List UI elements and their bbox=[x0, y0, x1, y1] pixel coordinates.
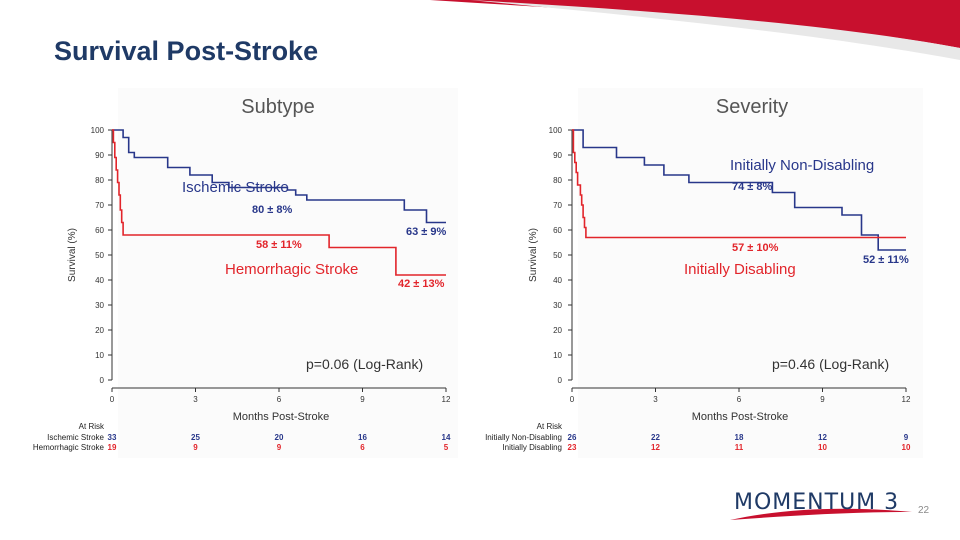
x-tick-label: 0 bbox=[570, 395, 575, 404]
at-risk-value: 12 bbox=[651, 443, 660, 452]
at-risk-value: 6 bbox=[360, 443, 365, 452]
subtype-at-risk-table: At Risk Ischemic Stroke 33 25 20 16 14 Hemorrha… bbox=[33, 422, 451, 452]
at-risk-value: 10 bbox=[902, 443, 911, 452]
ischemic-stroke-value: 80 ± 8% bbox=[252, 204, 293, 216]
x-tick-label: 6 bbox=[737, 395, 742, 404]
at-risk-row-label: Hemorrhagic Stroke bbox=[33, 443, 105, 452]
y-tick-label: 20 bbox=[553, 326, 562, 335]
non-disabling-value: 74 ± 8% bbox=[732, 181, 773, 193]
at-risk-value: 19 bbox=[108, 443, 117, 452]
subtype-title: Subtype bbox=[241, 96, 314, 118]
x-tick-label: 9 bbox=[820, 395, 825, 404]
at-risk-value: 14 bbox=[442, 433, 451, 442]
y-tick-label: 60 bbox=[95, 226, 104, 235]
y-tick-label: 50 bbox=[95, 251, 104, 260]
severity-ylabel: Survival (%) bbox=[528, 228, 539, 282]
non-disabling-end-value: 52 ± 11% bbox=[863, 254, 909, 266]
y-tick-label: 30 bbox=[553, 301, 562, 310]
survival-line-ischemic-stroke bbox=[112, 129, 446, 224]
x-tick-label: 3 bbox=[653, 395, 658, 404]
disabling-label: Initially Disabling bbox=[684, 261, 796, 278]
at-risk-value: 12 bbox=[818, 433, 827, 442]
hemorrhagic-stroke-value: 58 ± 11% bbox=[256, 239, 302, 251]
header-swoosh bbox=[430, 0, 960, 60]
at-risk-row-label: Initially Disabling bbox=[502, 443, 562, 452]
severity-title: Severity bbox=[716, 96, 788, 118]
severity-lines bbox=[572, 129, 906, 251]
at-risk-value: 20 bbox=[275, 433, 284, 442]
x-tick-label: 6 bbox=[277, 395, 282, 404]
severity-pvalue: p=0.46 (Log-Rank) bbox=[772, 356, 889, 372]
y-tick-label: 0 bbox=[558, 376, 563, 385]
y-tick-label: 100 bbox=[549, 126, 563, 135]
at-risk-value: 26 bbox=[568, 433, 577, 442]
y-tick-label: 10 bbox=[553, 351, 562, 360]
x-tick-label: 12 bbox=[902, 395, 911, 404]
severity-chart: Severity 0 10 20 30 40 50 60 70 80 90 100 0 3 6 9 12 In… bbox=[485, 88, 923, 458]
y-tick-label: 0 bbox=[100, 376, 105, 385]
at-risk-value: 10 bbox=[818, 443, 827, 452]
hemorrhagic-stroke-end-value: 42 ± 13% bbox=[398, 278, 445, 290]
at-risk-row-label: Ischemic Stroke bbox=[47, 433, 104, 442]
x-tick-label: 3 bbox=[193, 395, 198, 404]
survival-line-initially-disabling bbox=[572, 129, 906, 239]
y-tick-label: 80 bbox=[95, 176, 104, 185]
y-tick-label: 30 bbox=[95, 301, 104, 310]
subtype-chart: Subtype 0 10 20 30 40 50 60 70 80 90 100 0 3 6 9 12 Isc… bbox=[33, 88, 458, 458]
at-risk-value: 18 bbox=[735, 433, 744, 442]
at-risk-heading: At Risk bbox=[79, 422, 105, 431]
non-disabling-label: Initially Non-Disabling bbox=[730, 157, 874, 174]
y-tick-label: 90 bbox=[95, 151, 104, 160]
at-risk-value: 23 bbox=[568, 443, 577, 452]
subtype-lines bbox=[112, 129, 446, 276]
hemorrhagic-stroke-label: Hemorrhagic Stroke bbox=[225, 261, 358, 278]
y-tick-label: 60 bbox=[553, 226, 562, 235]
page-number: 22 bbox=[918, 505, 930, 516]
x-tick-label: 9 bbox=[360, 395, 365, 404]
y-tick-label: 50 bbox=[553, 251, 562, 260]
y-tick-label: 70 bbox=[553, 201, 562, 210]
subtype-axes: 0 10 20 30 40 50 60 70 80 90 100 0 3 6 9 12 bbox=[91, 126, 451, 404]
y-tick-label: 40 bbox=[95, 276, 104, 285]
subtype-panel-bg bbox=[118, 88, 458, 458]
y-tick-label: 100 bbox=[91, 126, 105, 135]
at-risk-value: 9 bbox=[904, 433, 909, 442]
momentum-logo: MOMENTUM 3 bbox=[726, 490, 916, 535]
at-risk-heading: At Risk bbox=[537, 422, 563, 431]
y-tick-label: 90 bbox=[553, 151, 562, 160]
severity-axes: 0 10 20 30 40 50 60 70 80 90 100 0 3 6 9 12 bbox=[549, 126, 911, 404]
logo-swoosh-icon bbox=[730, 508, 912, 520]
severity-panel-bg bbox=[578, 88, 923, 458]
disabling-value: 57 ± 10% bbox=[732, 242, 779, 254]
at-risk-row-label: Initially Non-Disabling bbox=[485, 433, 562, 442]
at-risk-value: 33 bbox=[108, 433, 117, 442]
at-risk-value: 16 bbox=[358, 433, 367, 442]
subtype-xlabel: Months Post-Stroke bbox=[233, 411, 330, 423]
survival-line-initially-non-disabling bbox=[572, 129, 906, 251]
at-risk-value: 25 bbox=[191, 433, 200, 442]
y-tick-label: 70 bbox=[95, 201, 104, 210]
ischemic-stroke-end-value: 63 ± 9% bbox=[406, 226, 447, 238]
at-risk-value: 5 bbox=[444, 443, 449, 452]
at-risk-value: 9 bbox=[277, 443, 282, 452]
at-risk-value: 9 bbox=[193, 443, 198, 452]
x-tick-label: 12 bbox=[442, 395, 451, 404]
subtype-ylabel: Survival (%) bbox=[67, 228, 78, 282]
severity-at-risk-table: At Risk Initially Non-Disabling 26 22 18 12 9 I… bbox=[485, 422, 911, 452]
y-tick-label: 40 bbox=[553, 276, 562, 285]
severity-xlabel: Months Post-Stroke bbox=[692, 411, 789, 423]
at-risk-value: 22 bbox=[651, 433, 660, 442]
y-tick-label: 80 bbox=[553, 176, 562, 185]
subtype-pvalue: p=0.06 (Log-Rank) bbox=[306, 356, 423, 372]
x-tick-label: 0 bbox=[110, 395, 115, 404]
y-tick-label: 20 bbox=[95, 326, 104, 335]
at-risk-value: 11 bbox=[735, 443, 744, 452]
ischemic-stroke-label: Ischemic Stroke bbox=[182, 179, 289, 196]
y-tick-label: 10 bbox=[95, 351, 104, 360]
survival-line-hemorrhagic-stroke bbox=[112, 129, 446, 276]
logo-text: MOMENTUM 3 bbox=[734, 490, 900, 515]
slide-title: Survival Post-Stroke bbox=[54, 36, 319, 66]
